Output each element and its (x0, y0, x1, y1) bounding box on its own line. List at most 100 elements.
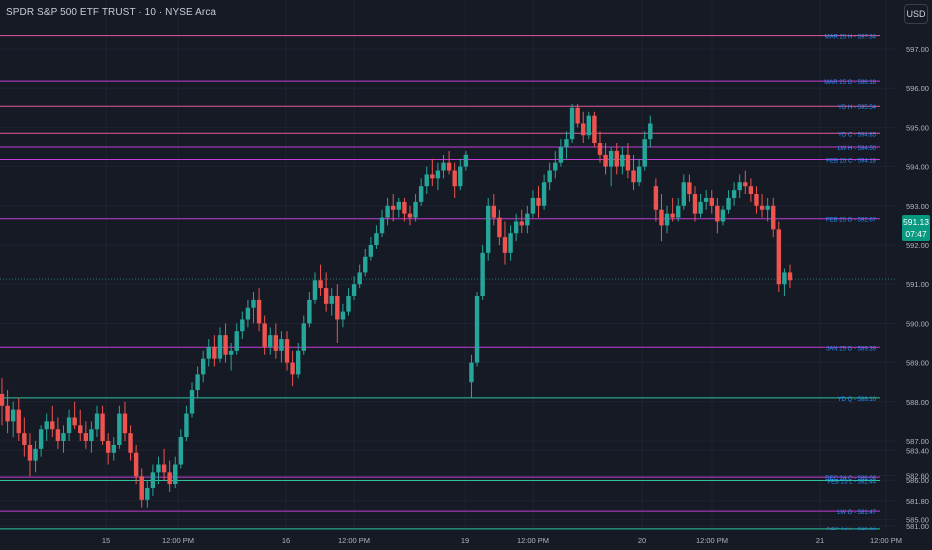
candle (402, 197, 407, 222)
candle (5, 390, 10, 434)
y-tick-label: 595.00 (906, 123, 929, 132)
y-tick-label: 591.00 (906, 280, 929, 289)
candle-body (245, 307, 251, 320)
x-tick-label: 12:00 PM (870, 536, 902, 545)
candle-body (575, 107, 580, 124)
candle-body (748, 186, 754, 195)
candle (50, 405, 55, 438)
candle-body (497, 217, 502, 238)
candle (245, 299, 251, 328)
currency-button[interactable]: USD (904, 4, 928, 24)
candle (83, 421, 89, 449)
candle (553, 150, 558, 179)
candle-body (519, 221, 524, 226)
candle-body (391, 205, 396, 210)
candle (424, 166, 429, 195)
candle (256, 288, 262, 332)
candle (195, 366, 200, 398)
y-tick-label: 585.00 (906, 515, 929, 524)
candle (787, 264, 793, 289)
x-tick-label: 15 (102, 536, 110, 545)
candle-body (200, 358, 206, 375)
candle (184, 405, 189, 441)
y-tick-label: 592.00 (906, 241, 929, 250)
candle-body (284, 339, 290, 363)
candle-body (256, 299, 262, 324)
candle-body (653, 186, 659, 210)
candle-body (61, 433, 66, 441)
candle-body (771, 205, 776, 230)
candle-body (268, 335, 273, 347)
candle (391, 194, 396, 222)
candle (530, 190, 536, 218)
candle (139, 468, 144, 508)
candle-body (217, 335, 223, 359)
candle-body (508, 233, 513, 253)
candle (631, 154, 636, 191)
candle (100, 405, 105, 445)
candle (44, 413, 49, 441)
level-label: LW H - 594.50 (838, 146, 877, 152)
candle-body (100, 413, 105, 441)
candle (351, 276, 357, 300)
candle-body (72, 417, 77, 426)
candle (754, 186, 759, 214)
candle-body (105, 441, 111, 453)
candle-body (553, 162, 558, 171)
y-tick-label: 597.00 (906, 45, 929, 54)
candle (759, 194, 765, 218)
level-label: YD Q - 588.10 (838, 397, 877, 403)
candle-body (329, 295, 334, 304)
candle (513, 213, 519, 242)
candle (16, 397, 21, 441)
candle (228, 343, 234, 371)
candle-body (614, 150, 619, 167)
candle-body (486, 205, 491, 253)
candle (491, 194, 497, 226)
candle (418, 178, 424, 206)
candle (480, 245, 485, 300)
candle-body (480, 252, 485, 296)
candle (642, 131, 647, 171)
candle (564, 131, 569, 159)
candle-body (446, 162, 452, 171)
candle (726, 190, 731, 214)
candle (497, 209, 502, 245)
y-tick-label: 593.00 (906, 202, 929, 211)
candle (122, 401, 128, 441)
candle-body (564, 139, 569, 147)
candle (0, 378, 5, 426)
candle-body (670, 213, 675, 218)
y-tick-label: 583.40 (906, 446, 929, 455)
candle-body (27, 444, 33, 461)
candle-body (357, 272, 362, 285)
candle-body (715, 205, 720, 222)
candle-body (312, 280, 318, 300)
candle-body (407, 213, 413, 218)
candle (692, 186, 698, 222)
level-label: YD H - 595.54 (838, 105, 877, 111)
candle (670, 197, 675, 222)
candle-body (642, 139, 647, 167)
candle-body (720, 209, 726, 222)
candle-body (94, 413, 100, 430)
candle-body (128, 433, 133, 453)
candle-body (5, 405, 10, 422)
candle-body (581, 123, 586, 136)
current-price: 591.13 (903, 217, 929, 227)
candle-body (608, 150, 614, 167)
candle-body (491, 205, 497, 218)
candle (676, 197, 681, 222)
candle (295, 343, 301, 379)
candle (268, 327, 273, 355)
candle (581, 111, 586, 144)
candle (407, 205, 413, 226)
candle-body (273, 335, 279, 351)
candle-body (228, 350, 234, 355)
candle-body (290, 362, 295, 375)
candle (486, 197, 491, 261)
candle-body (385, 205, 390, 218)
candle-body (251, 299, 256, 308)
candle-body (22, 433, 27, 445)
